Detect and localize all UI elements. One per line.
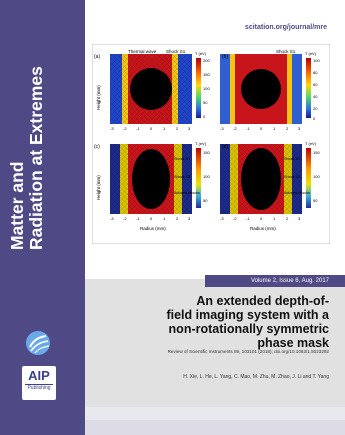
- panel-b-tick: 40: [313, 94, 318, 99]
- journal-title-line1: Matter and: [7, 161, 27, 250]
- panel-a-tick: 100: [203, 86, 210, 91]
- panel-d-shock-label: Shock S1: [284, 157, 300, 161]
- x-tick: 2: [176, 216, 179, 221]
- article-title-line2: field imaging system with a: [166, 308, 329, 322]
- x-ticks-top-left: -3 -2 -1 0 1 2 3: [110, 126, 191, 131]
- panel-c-shock-label: Shock S1: [174, 157, 190, 161]
- x-tick: 2: [176, 126, 179, 131]
- journal-url[interactable]: scitation.org/journal/mre: [244, 24, 327, 31]
- panel-d-shock-label: Attuned shocks: [284, 191, 310, 195]
- x-tick: 3: [298, 216, 301, 221]
- x-tick: -3: [220, 216, 224, 221]
- publishing-logo-text: Publishing: [25, 384, 53, 392]
- x-axis-label-left: Radius (mm): [140, 226, 166, 231]
- x-tick: 3: [298, 126, 301, 131]
- article-title-line3: non-rotationally symmetric: [168, 322, 329, 336]
- aip-publishing-logo: AIP Publishing: [22, 366, 56, 400]
- cover-footer-stripe: [85, 420, 345, 435]
- x-tick: 0: [260, 216, 263, 221]
- x-tick: 0: [150, 216, 153, 221]
- x-tick: 1: [273, 216, 276, 221]
- panel-a-tick: 150: [203, 72, 210, 77]
- panel-b-id: (b): [222, 54, 228, 60]
- x-tick: -1: [246, 126, 250, 131]
- panel-a: (a) Thermal wave Shock S1 T (eV) 200 150…: [94, 49, 210, 124]
- panel-a-tick: 0: [203, 114, 206, 119]
- panel-c-tick: 150: [203, 150, 210, 155]
- panel-d-tick: 50: [313, 198, 318, 203]
- x-tick: -1: [246, 216, 250, 221]
- issue-banner: Volume 2, Issue 6, Aug. 2017: [205, 275, 345, 287]
- panel-d-id: (d): [222, 144, 228, 150]
- x-tick: 0: [150, 126, 153, 131]
- globe-logo-icon: [26, 331, 50, 355]
- x-tick: 1: [273, 126, 276, 131]
- panel-d: (d) Shock S1 Shock S2 Attuned shocks T (…: [220, 141, 320, 214]
- article-title[interactable]: An extended depth-of- field imaging syst…: [89, 294, 329, 350]
- panel-c-unit: T (eV): [195, 141, 207, 146]
- panel-c-shock-label: Attuned shocks: [174, 191, 200, 195]
- panel-d-tick: 100: [313, 174, 320, 179]
- band-spacer: [85, 253, 345, 279]
- panel-d-unit: T (eV): [305, 141, 317, 146]
- panel-a-id: (a): [94, 54, 100, 60]
- panel-b-tick: 0: [313, 116, 316, 121]
- cover-spine: Matter and Radiation at Extremes AIP Pub…: [0, 0, 85, 435]
- panel-a-unit: T (eV): [195, 51, 207, 56]
- aip-logo-text: AIP: [28, 368, 50, 383]
- panel-a-tick: 50: [203, 100, 208, 105]
- panel-c-id: (c): [94, 144, 100, 150]
- panel-d-shock-label: Shock S2: [284, 175, 300, 179]
- x-ticks-bottom-right: -3 -2 -1 0 1 2 3: [220, 216, 301, 221]
- x-tick: -2: [123, 126, 127, 131]
- x-tick: 3: [188, 126, 191, 131]
- panel-b-tick: 60: [313, 82, 318, 87]
- panel-c: (c) Shock S1 Shock S2 Attuned shocks T (…: [94, 141, 210, 214]
- x-tick: -2: [233, 126, 237, 131]
- y-axis-label-top: Height (mm): [96, 85, 101, 110]
- panel-b-tick: 100: [313, 58, 320, 63]
- journal-title-line2: Radiation at Extremes: [26, 66, 46, 250]
- y-axis-label-bottom: Height (mm): [96, 175, 101, 200]
- panel-c-shock-label: Shock S2: [174, 175, 190, 179]
- x-tick: 2: [286, 126, 289, 131]
- panel-c-tick: 100: [203, 174, 210, 179]
- panel-b-tick: 80: [313, 70, 318, 75]
- x-tick: 2: [286, 216, 289, 221]
- x-ticks-top-right: -3 -2 -1 0 1 2 3: [220, 126, 301, 131]
- panel-a-tick: 200: [203, 58, 210, 63]
- x-tick: -2: [123, 216, 127, 221]
- x-ticks-bottom-left: -3 -2 -1 0 1 2 3: [110, 216, 191, 221]
- x-axis-label-right: Radius (mm): [250, 226, 276, 231]
- cover-figure: (a) Thermal wave Shock S1 T (eV) 200 150…: [92, 44, 330, 244]
- x-tick: -3: [220, 126, 224, 131]
- panel-c-tick: 50: [203, 198, 208, 203]
- panel-b-tick: 20: [313, 106, 318, 111]
- x-tick: 0: [260, 126, 263, 131]
- x-tick: -1: [136, 216, 140, 221]
- panel-a-shock-label: Shock S1: [166, 49, 186, 54]
- journal-title: Matter and Radiation at Extremes: [7, 15, 46, 250]
- article-authors: H. Xie, L. He, L. Yang, C. Mao, M. Zhu, …: [183, 374, 329, 380]
- article-citation[interactable]: Review of Scientific Instruments 89, 103…: [167, 349, 329, 354]
- x-tick: -3: [110, 126, 114, 131]
- panel-a-top-label: Thermal wave: [128, 49, 157, 54]
- x-tick: 3: [188, 216, 191, 221]
- article-title-line4: phase mask: [257, 336, 329, 350]
- panel-b-shock-label: Shock S1: [276, 49, 296, 54]
- article-band: [85, 279, 345, 407]
- panel-b: (b) Shock S1 T (eV) 100 80 60 40 20 0: [220, 49, 320, 124]
- x-tick: -2: [233, 216, 237, 221]
- x-tick: -1: [136, 126, 140, 131]
- x-tick: -3: [110, 216, 114, 221]
- panel-d-tick: 150: [313, 150, 320, 155]
- x-tick: 1: [163, 216, 166, 221]
- x-tick: 1: [163, 126, 166, 131]
- panel-b-unit: T (eV): [305, 51, 317, 56]
- article-title-line1: An extended depth-of-: [196, 294, 329, 308]
